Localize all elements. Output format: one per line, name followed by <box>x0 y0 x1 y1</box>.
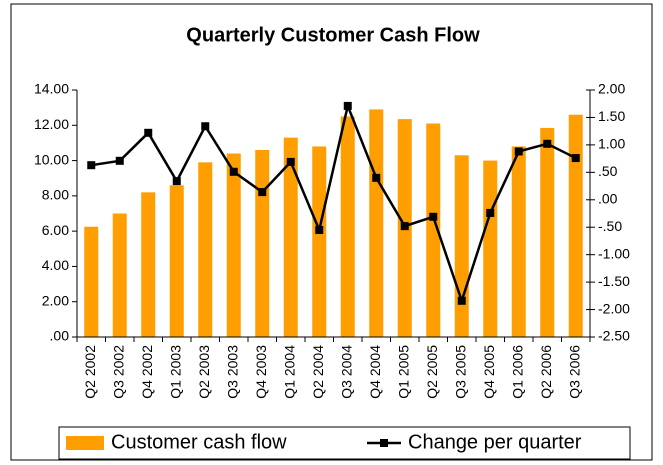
y-tick-label: 6.00 <box>42 222 69 238</box>
bar <box>568 114 583 337</box>
line-marker <box>372 173 381 182</box>
bar <box>169 185 184 337</box>
y2-tick-label: -2.00 <box>598 300 630 316</box>
bar <box>283 137 298 337</box>
line-marker <box>429 212 438 221</box>
x-tick-label: Q2 2006 <box>538 345 554 399</box>
y2-tick-label: 1.00 <box>598 136 625 152</box>
bar <box>112 213 127 337</box>
line-marker <box>486 208 495 217</box>
line-marker <box>258 188 267 197</box>
bar <box>426 123 441 338</box>
line-marker <box>543 139 552 148</box>
legend-label: Customer cash flow <box>111 431 287 453</box>
x-tick-label: Q2 2003 <box>196 345 212 399</box>
y-tick-label: 2.00 <box>42 292 69 308</box>
bar <box>84 226 99 337</box>
line-marker <box>315 225 324 234</box>
legend-marker <box>380 439 388 447</box>
line-marker <box>144 128 153 137</box>
bar <box>511 146 526 337</box>
line-marker <box>457 296 466 305</box>
line <box>91 101 577 305</box>
y-tick-label: 10.00 <box>34 151 69 167</box>
x-tick-label: Q3 2006 <box>566 345 582 399</box>
bar <box>483 160 498 337</box>
x-tick-label: Q3 2002 <box>110 345 126 399</box>
line-marker <box>286 157 295 166</box>
line-marker <box>343 101 352 110</box>
y2-tick-label: -.50 <box>598 218 622 234</box>
y-tick-label: 14.00 <box>34 81 69 97</box>
line-marker <box>229 167 238 176</box>
y2-tick-label: .00 <box>598 190 618 206</box>
bar <box>540 127 555 337</box>
legend-swatch <box>66 436 104 450</box>
bar <box>312 146 327 337</box>
x-tick-label: Q3 2004 <box>338 345 354 399</box>
y-tick-label: 4.00 <box>42 257 69 273</box>
x-tick-label: Q4 2005 <box>481 345 497 399</box>
y2-tick-label: 1.50 <box>598 108 625 124</box>
x-tick-label: Q1 2005 <box>395 345 411 399</box>
x-tick-label: Q2 2002 <box>82 345 98 399</box>
line-marker <box>514 147 523 156</box>
x-tick-label: Q4 2003 <box>253 345 269 399</box>
x-tick-label: Q2 2005 <box>424 345 440 399</box>
legend-box <box>58 426 631 460</box>
x-tick-label: Q1 2004 <box>281 345 297 399</box>
y2-tick-label: -1.00 <box>598 245 630 261</box>
bar <box>198 162 213 337</box>
line-marker <box>172 177 181 186</box>
bar <box>226 153 241 337</box>
bar <box>141 192 156 337</box>
y-tick-label: 8.00 <box>42 187 69 203</box>
y2-tick-label: -2.50 <box>598 328 630 344</box>
y2-tick-label: -1.50 <box>598 273 630 289</box>
bar <box>340 116 355 337</box>
line-marker <box>400 222 409 231</box>
chart-title: Quarterly Customer Cash Flow <box>186 24 480 46</box>
bar <box>369 109 384 338</box>
bar <box>255 149 270 337</box>
y-tick-label: .00 <box>50 328 70 344</box>
x-tick-label: Q4 2004 <box>367 345 383 399</box>
line-marker <box>571 154 580 163</box>
y2-tick-label: 2.00 <box>598 81 625 97</box>
x-tick-label: Q2 2004 <box>310 345 326 399</box>
line-marker <box>201 122 210 131</box>
x-tick-label: Q4 2002 <box>139 345 155 399</box>
bar <box>454 155 469 337</box>
x-tick-label: Q1 2006 <box>509 345 525 399</box>
chart-frame <box>10 3 653 461</box>
y-tick-label: 12.00 <box>34 116 69 132</box>
x-tick-label: Q3 2003 <box>224 345 240 399</box>
line-marker <box>87 161 96 170</box>
x-tick-label: Q1 2003 <box>167 345 183 399</box>
line-marker <box>115 156 124 165</box>
legend-label: Change per quarter <box>408 431 582 453</box>
x-tick-label: Q3 2005 <box>452 345 468 399</box>
y2-tick-label: .50 <box>598 163 618 179</box>
